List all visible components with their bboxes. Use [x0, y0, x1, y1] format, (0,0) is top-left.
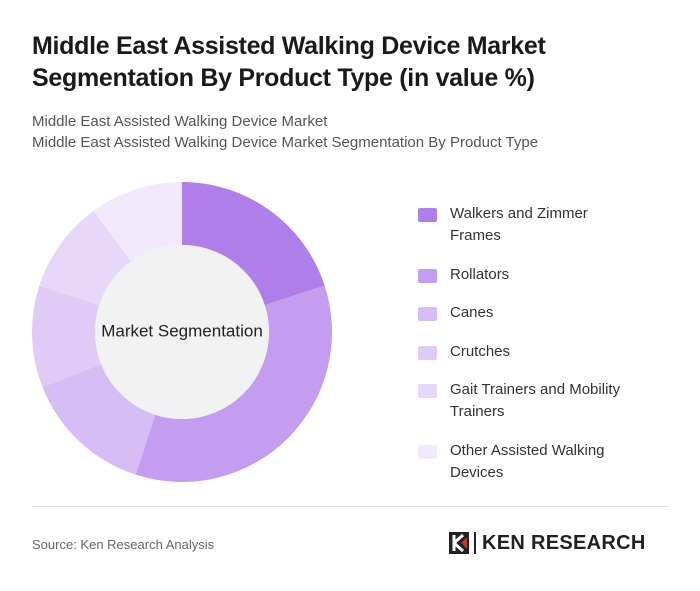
source: Source: Ken Research Analysis — [32, 537, 215, 552]
logo-bar — [474, 532, 476, 554]
legend-swatch — [418, 307, 437, 321]
legend-swatch — [418, 268, 437, 283]
legend-item: Crutches — [418, 341, 638, 363]
legend-item: Gait Trainers and Mobility Trainers — [418, 379, 638, 423]
pie-slice — [32, 285, 102, 388]
legend-item: Canes — [418, 302, 638, 324]
legend-item: Other Assisted Walking Devices — [418, 440, 638, 484]
legend-item: Rollators — [418, 264, 638, 286]
pie-slice — [182, 182, 325, 306]
logo: KEN RESEARCH — [448, 531, 646, 555]
pie-slice — [39, 210, 131, 306]
legend-label: Other Assisted Walking Devices — [450, 441, 605, 481]
divider — [32, 506, 668, 507]
legend-label: Crutches — [450, 342, 511, 360]
legend-swatch — [418, 444, 437, 459]
legend-label: Rollators — [450, 265, 510, 283]
legend-item: Walkers and Zimmer Frames — [418, 203, 638, 247]
chart-title: Middle East Assisted Walking Device Mark… — [32, 32, 546, 92]
pie-slice — [42, 364, 156, 475]
legend-label: Gait Trainers and Mobility Trainers — [450, 381, 621, 420]
pie-slice — [93, 182, 182, 262]
chart: Market Segmentation — [32, 182, 332, 482]
logo-icon — [449, 532, 469, 554]
legend-swatch — [418, 345, 437, 360]
legend-swatch — [418, 208, 437, 222]
legend: Walkers and Zimmer Frames Rollators Canes C… — [418, 203, 638, 500]
logo-text: KEN RESEARCH — [482, 531, 646, 554]
legend-swatch — [418, 384, 437, 398]
subtitle: Middle East Assisted Walking Device Mark… — [32, 134, 539, 151]
legend-label: Canes — [450, 304, 494, 321]
legend-label: Walkers and Zimmer Frames — [450, 205, 588, 244]
subtitle: Middle East Assisted Walking Device Mark… — [32, 113, 328, 130]
center-hole — [95, 245, 269, 419]
pie-slice — [135, 285, 332, 482]
center-label: Market Segmentation — [101, 321, 263, 340]
